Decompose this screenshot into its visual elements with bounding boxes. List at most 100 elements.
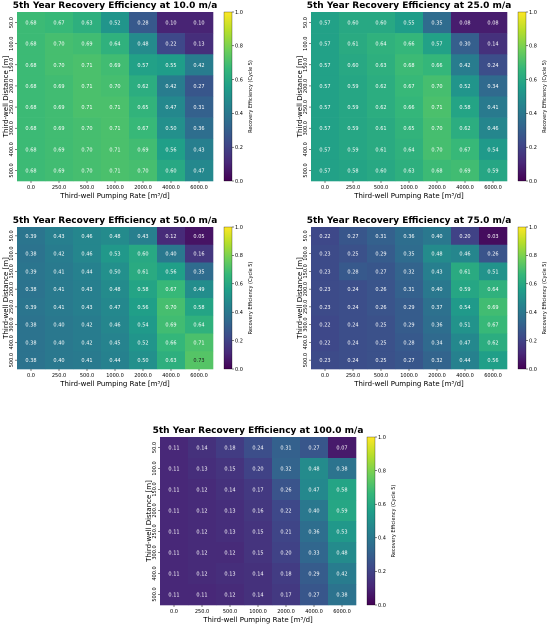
cell-value-label: 0.31	[280, 446, 291, 452]
cell-value-label: 0.23	[319, 269, 330, 275]
heatmap-cell	[328, 563, 357, 585]
heatmap-cell	[216, 563, 245, 585]
cell-value-label: 0.47	[165, 105, 176, 111]
heatmap-cell	[451, 117, 480, 140]
heatmap-cell	[311, 315, 340, 334]
heatmap-cell	[395, 244, 424, 263]
heatmap-cell	[157, 159, 186, 182]
x-tick-label: 6000.0	[484, 373, 502, 379]
colorbar-tick-label: 0.8	[529, 44, 537, 50]
x-tick-label: 250.0	[52, 185, 66, 191]
heatmap-cell	[451, 12, 480, 34]
heatmap-cell	[73, 96, 102, 118]
heatmap-cell	[339, 244, 368, 263]
heatmap-cell	[367, 315, 396, 334]
y-tick-label: 300.0	[303, 121, 309, 135]
cell-value-label: 0.23	[319, 358, 330, 364]
cell-value-label: 0.44	[109, 358, 120, 364]
heatmap-cell	[367, 96, 396, 118]
cell-value-label: 0.35	[193, 269, 204, 275]
cell-value-label: 0.13	[196, 467, 207, 473]
heatmap-cell	[73, 351, 102, 370]
cell-value-label: 0.42	[53, 252, 64, 258]
heatmap-panel-2: 5th Year Recovery Efficiency at 25.0 m/a…	[296, 1, 548, 200]
heatmap-cell	[73, 12, 102, 34]
cell-value-label: 0.43	[53, 234, 64, 240]
cell-value-label: 0.70	[431, 84, 442, 90]
cell-value-label: 0.26	[487, 252, 498, 258]
heatmap-cell	[272, 563, 301, 585]
cell-value-label: 0.25	[375, 323, 386, 329]
heatmap-cell	[367, 33, 396, 55]
cell-value-label: 0.38	[25, 252, 36, 258]
heatmap-cell	[479, 298, 508, 317]
heatmap-cell	[272, 458, 301, 480]
heatmap-cell	[216, 584, 245, 606]
cell-value-label: 0.68	[25, 168, 36, 174]
cell-value-label: 0.67	[487, 323, 498, 329]
cell-value-label: 0.59	[487, 168, 498, 174]
cell-value-label: 0.48	[308, 467, 319, 473]
cell-value-label: 0.57	[319, 105, 330, 111]
cell-value-label: 0.65	[403, 126, 414, 132]
cell-value-label: 0.61	[137, 269, 148, 275]
heatmap-cell	[423, 244, 452, 263]
y-tick-label: 500.0	[303, 163, 309, 177]
heatmap-cell	[185, 315, 214, 334]
cell-value-label: 0.69	[53, 105, 64, 111]
y-axis-label: Third-well Distance [m]	[296, 257, 304, 340]
cell-value-label: 0.69	[487, 305, 498, 311]
cell-value-label: 0.20	[459, 234, 470, 240]
cell-value-label: 0.64	[109, 42, 120, 48]
heatmap-cell	[101, 96, 130, 118]
heatmap-cell	[17, 159, 46, 182]
cell-value-label: 0.46	[109, 323, 120, 329]
colorbar-tick-label: 0.8	[235, 253, 243, 259]
colorbar-tick-label: 0.6	[235, 77, 243, 83]
y-tick-label: 50.0	[152, 442, 158, 453]
chart-title: 5th Year Recovery Efficiency at 75.0 m/a	[307, 216, 512, 226]
cell-value-label: 0.41	[81, 358, 92, 364]
heatmap-cell	[395, 33, 424, 55]
heatmap-cell	[423, 12, 452, 34]
cell-value-label: 0.71	[81, 84, 92, 90]
heatmap-cell	[479, 12, 508, 34]
cell-value-label: 0.48	[137, 42, 148, 48]
heatmap-cell	[129, 33, 158, 55]
cell-value-label: 0.42	[81, 323, 92, 329]
heatmap-cell	[157, 54, 186, 76]
cell-value-label: 0.22	[280, 509, 291, 515]
heatmap-cell	[157, 12, 186, 34]
cell-value-label: 0.49	[193, 287, 204, 293]
heatmap-cell	[339, 33, 368, 55]
heatmap-cell	[479, 159, 508, 182]
cell-value-label: 0.52	[459, 84, 470, 90]
colorbar	[223, 226, 233, 370]
heatmap-cell	[101, 298, 130, 317]
heatmap-cell	[45, 333, 74, 352]
cell-value-label: 0.68	[25, 105, 36, 111]
heatmap-cell	[339, 96, 368, 118]
y-tick-label: 250.0	[303, 100, 309, 114]
cell-value-label: 0.47	[459, 340, 470, 346]
cell-value-label: 0.58	[347, 168, 358, 174]
y-tick-label: 400.0	[152, 566, 158, 580]
cell-value-label: 0.24	[347, 305, 358, 311]
y-tick-label: 150.0	[303, 58, 309, 72]
heatmap-cell	[339, 315, 368, 334]
heatmap-cell	[395, 333, 424, 352]
cell-value-label: 0.57	[319, 84, 330, 90]
colorbar-tick-label: 0.6	[529, 282, 537, 288]
y-tick-label: 100.0	[9, 37, 15, 51]
heatmap-cell	[423, 54, 452, 76]
y-tick-label: 150.0	[303, 264, 309, 278]
heatmap-cell	[157, 227, 186, 246]
cell-value-label: 0.55	[165, 63, 176, 69]
cell-value-label: 0.48	[336, 551, 347, 557]
heatmap-cell	[339, 138, 368, 161]
heatmap-cell	[101, 54, 130, 76]
heatmap-cell	[367, 117, 396, 140]
heatmap-cell	[395, 227, 424, 246]
y-axis-label: Third-well Distance [m]	[145, 480, 153, 563]
cell-value-label: 0.60	[137, 252, 148, 258]
